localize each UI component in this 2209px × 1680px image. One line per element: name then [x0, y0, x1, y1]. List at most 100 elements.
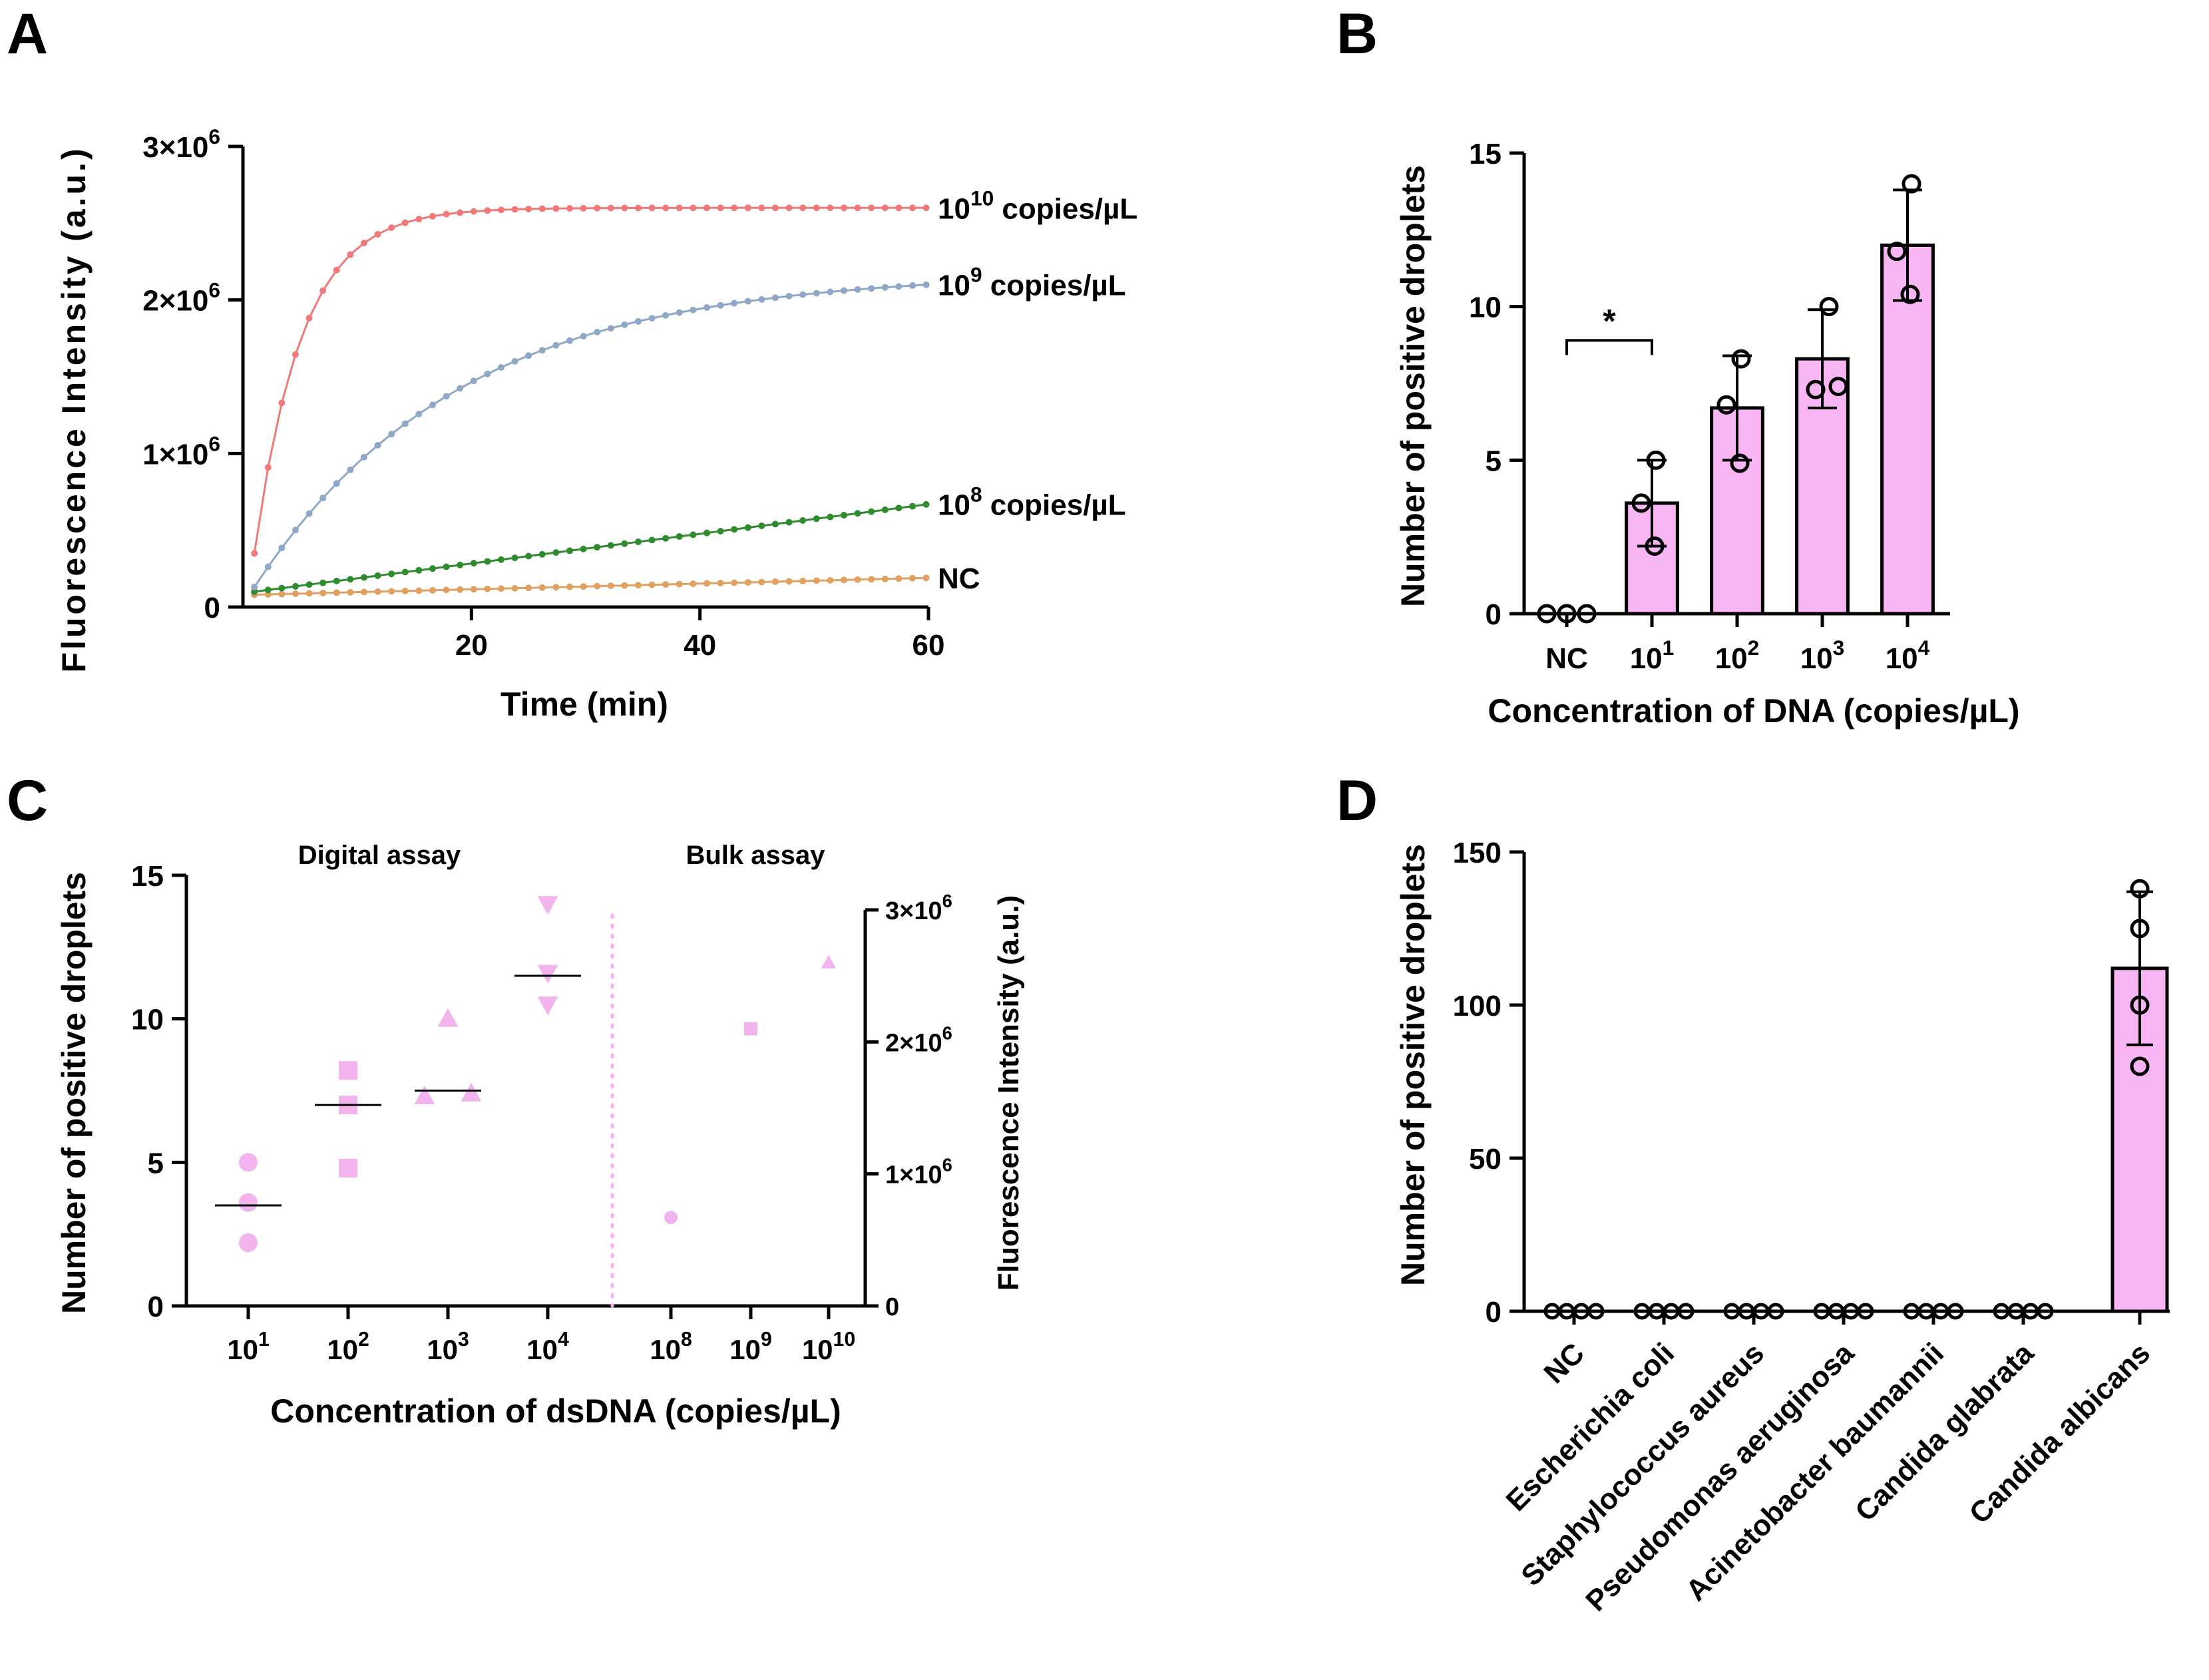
panel-a-series-point [621, 540, 628, 547]
panel-a-series-point [470, 208, 477, 215]
panel-b-data-point [1900, 284, 1920, 304]
panel-a-series-point [731, 204, 738, 212]
panel-b-x-axis-label: Concentration of DNA (copies/µL) [1488, 692, 2019, 730]
panel-b-significance-mark: * [1603, 302, 1616, 339]
panel-a-series-point [717, 302, 724, 309]
panel-a-series-point [470, 377, 477, 385]
panel-c-digital-point [239, 1233, 258, 1253]
panel-a-series-point [621, 204, 628, 212]
panel-d-y-tick-label: 50 [1469, 1143, 1502, 1175]
panel-a-series-point [538, 205, 546, 212]
panel-a-series-point [703, 204, 710, 212]
panel-c-digital-point [414, 1086, 435, 1105]
panel-a-series-point [457, 561, 464, 568]
panel-a-series-point [827, 576, 834, 584]
panel-a-series-point [347, 251, 354, 258]
panel-a-series-point [717, 528, 724, 535]
panel-a-series-point [566, 337, 573, 344]
panel-a-series-point [703, 580, 710, 587]
panel-a-series-point [525, 205, 532, 212]
panel-a-series-point [758, 578, 765, 586]
panel-c-digital-point [437, 1008, 459, 1027]
panel-a-series-point [799, 517, 807, 524]
panel-a-series-point [717, 580, 724, 587]
panel-a-series-point [594, 582, 601, 590]
panel-a-series-point [676, 533, 683, 540]
panel-b-data-point [1902, 174, 1921, 194]
panel-d-data-point [2130, 1056, 2150, 1076]
panel-a-series-point [868, 508, 875, 515]
panel-a-series-point [443, 586, 450, 594]
panel-a-series-point [525, 352, 532, 359]
panel-d-x-tick-label: NC [1537, 1337, 1591, 1390]
panel-a-series-point [690, 204, 697, 212]
panel-a-series-point [731, 579, 738, 586]
panel-a-series-point [374, 230, 381, 238]
panel-a-series-point [771, 578, 779, 585]
panel-a-series-point [319, 589, 327, 596]
panel-a-series-point [484, 207, 491, 214]
panel-c-x-tick-label: 101 [227, 1329, 270, 1365]
panel-a-series-point [580, 204, 587, 212]
panel-a-series-point [690, 580, 697, 588]
panel-a-series-point [319, 579, 327, 586]
panel-d-data-point [1947, 1303, 1964, 1320]
panel-b-data-point [1828, 377, 1848, 397]
panel-a-series-point [251, 550, 258, 557]
panel-a-series-point [360, 453, 367, 461]
panel-a-series-point [278, 584, 286, 592]
panel-c-digital-point [239, 1193, 258, 1212]
panel-a-series-point [292, 526, 299, 534]
panel-c-y-tick-label: 0 [148, 1291, 164, 1323]
panel-label-d: D [1336, 769, 1378, 833]
panel-a-series-point [374, 572, 381, 579]
panel-a-series-point [538, 550, 546, 558]
panel-c-y-tick-label: 5 [148, 1147, 164, 1179]
panel-c-right-y-tick-label: 3×106 [885, 891, 952, 925]
panel-a-series-point [854, 286, 861, 293]
panel-a-series-point [580, 333, 587, 340]
panel-a-series-point [813, 290, 820, 297]
panel-d-data-point [2037, 1303, 2054, 1320]
panel-a-series-point [594, 328, 601, 335]
panel-a-series-point [662, 581, 670, 588]
panel-a-series-point [580, 545, 587, 552]
panel-c-bulk-point [744, 1022, 757, 1036]
panel-a-series-point [443, 210, 450, 218]
panel-a-series-point [566, 547, 573, 554]
panel-b-data-point [1731, 349, 1751, 369]
panel-b-data-point [1806, 379, 1826, 399]
panel-a-series-point [497, 206, 504, 214]
panel-a-series-point [648, 204, 656, 212]
panel-a-series-point [621, 582, 628, 589]
panel-a-series-point [347, 466, 354, 473]
panel-a-series-point [908, 574, 916, 582]
panel-a-series-point [511, 357, 518, 365]
panel-a-series-point [868, 285, 875, 292]
panel-a-series-point [840, 287, 847, 294]
panel-a-series-point [251, 584, 258, 591]
panel-a-y-tick-label: 3×106 [142, 124, 220, 164]
panel-a-series-point [799, 291, 807, 298]
panel-a-series-point [922, 281, 930, 288]
panel-a-series-point [744, 204, 751, 212]
panel-b-data-point [1646, 450, 1666, 470]
panel-a-series-point [264, 464, 272, 471]
panel-c-plot: 0 5 10 15 0 1×106 2×106 3×106 101 102 103 104 108 109… [131, 860, 952, 1365]
panel-a-series-point [360, 574, 367, 581]
panel-a-series-point [662, 204, 670, 212]
panel-a-series-point [594, 544, 601, 551]
panel-c-x-tick-label: 108 [650, 1329, 692, 1365]
panel-a-series-point [648, 536, 656, 544]
panel-a-series-point [662, 312, 670, 319]
panel-a-series-point [333, 577, 340, 584]
panel-a-series-point [319, 287, 327, 294]
panel-a-series-point [415, 566, 423, 574]
panel-a-series-point [607, 542, 614, 549]
panel-a-series-point [634, 204, 642, 212]
panel-a-axes: 0 1×106 2×106 3×106 20 40 60 [142, 124, 944, 662]
panel-b-y-tick-label: 15 [1469, 138, 1502, 170]
panel-a-series-point [511, 584, 518, 592]
panel-a-series-point [690, 531, 697, 538]
